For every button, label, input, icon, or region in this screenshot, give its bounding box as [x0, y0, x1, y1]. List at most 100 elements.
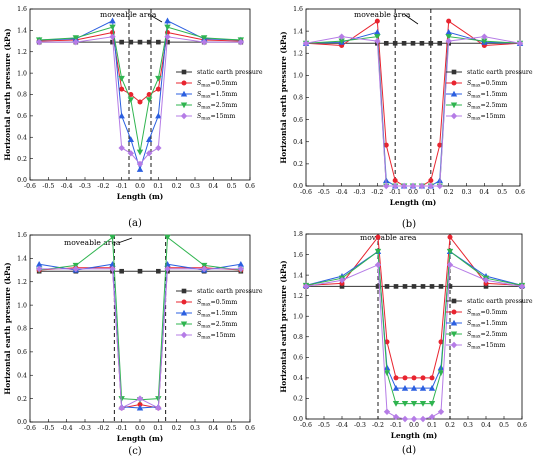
y-tick-label: 1.4: [17, 256, 27, 263]
y-tick-label: 1.6: [293, 6, 303, 13]
y-tick-label: 0.0: [17, 177, 27, 184]
data-point-s15mm: [446, 261, 454, 269]
data-point-s25: [200, 35, 208, 42]
data-point-s15: [445, 29, 452, 35]
data-point-s15mm: [419, 415, 427, 423]
x-tick-label: 0.4: [481, 422, 491, 429]
legend-label-s25: Smax=2.5mm: [197, 102, 237, 111]
data-point-s15mm: [516, 40, 524, 47]
x-tick-label: 0.6: [245, 425, 255, 432]
data-point-s05: [446, 18, 452, 24]
data-point-s05: [137, 99, 143, 105]
data-point-s25: [155, 75, 162, 82]
y-tick-label: 1.6: [17, 232, 27, 239]
y-axis-title: Horizontal earth pressure (kPa): [3, 262, 12, 394]
x-tick-label: 0.1: [427, 422, 437, 429]
x-tick-label: -0.4: [61, 183, 73, 190]
legend-label-s05: Smax=0.5mm: [197, 299, 237, 308]
data-point-static: [411, 284, 417, 289]
legend-label-s25: Smax=2.5mm: [467, 331, 507, 340]
y-tick-label: 1.0: [293, 313, 303, 320]
data-point-s15mm: [302, 40, 310, 47]
x-tick-label: 0.4: [479, 189, 489, 196]
x-tick-label: 0.6: [245, 183, 255, 190]
x-tick-label: -0.3: [354, 422, 366, 429]
legend-label-static: static earth pressure: [197, 288, 263, 295]
data-point-s15mm: [72, 265, 80, 273]
data-point-static: [128, 39, 134, 45]
data-point-s15mm: [145, 150, 153, 157]
x-tick-label: -0.1: [116, 183, 128, 190]
data-point-s15mm: [427, 182, 435, 190]
data-point-s15: [35, 261, 43, 267]
y-tick-label: 1.0: [293, 73, 303, 80]
x-tick-label: -0.5: [318, 189, 330, 196]
data-point-s15: [136, 166, 144, 172]
legend-label-s15mm: Smax=15mm: [467, 113, 505, 122]
data-point-s15mm: [109, 265, 116, 273]
data-point-s15: [401, 384, 409, 391]
legend-marker-s25: [450, 102, 458, 109]
data-point-s05: [137, 401, 143, 407]
legend-label-s15mm: Smax=15mm: [197, 113, 235, 122]
y-tick-label: 0.4: [17, 372, 27, 379]
y-tick-label: 0.0: [293, 416, 303, 423]
legend-label-s15: Smax=1.5mm: [197, 91, 237, 100]
data-point-s15mm: [383, 408, 391, 416]
data-point-s15mm: [118, 404, 125, 412]
data-point-s25: [410, 401, 418, 407]
x-axis-title: Length (m): [117, 192, 164, 201]
data-point-s15: [136, 404, 144, 411]
data-point-s05: [438, 339, 444, 345]
x-tick-label: -0.4: [61, 425, 73, 432]
series-line-s25: [305, 250, 523, 405]
x-tick-label: -0.3: [79, 183, 91, 190]
legend-label-static: static earth pressure: [197, 69, 263, 76]
data-point-s25: [383, 370, 391, 376]
legend-marker-static: [451, 69, 457, 75]
data-point-s25: [136, 149, 144, 156]
data-point-static: [383, 40, 389, 46]
data-point-s15mm: [481, 33, 488, 40]
y-tick-label: 0.2: [293, 161, 303, 168]
data-point-s15mm: [410, 415, 418, 423]
series-line-s25: [305, 36, 521, 187]
x-tick-label: -0.4: [336, 422, 348, 429]
data-point-static: [137, 39, 143, 45]
data-point-s25: [437, 370, 445, 376]
data-point-s15mm: [374, 37, 381, 45]
data-point-static: [392, 40, 398, 46]
data-point-s25: [401, 401, 409, 407]
data-point-s25: [419, 401, 427, 407]
legend-label-s15: Smax=1.5mm: [467, 91, 507, 100]
x-tick-label: 0.4: [208, 425, 218, 432]
data-point-s15mm: [127, 150, 135, 157]
data-point-s05: [429, 375, 435, 381]
legend-marker-s05: [451, 309, 457, 315]
data-point-s25: [374, 34, 381, 40]
chart-panel-3: -0.6 -0.5 -0.4 -0.3 -0.2 -0.1 0.0 0.1 0.2 0.3 0.4 0…: [3, 232, 263, 457]
data-point-s05: [402, 375, 408, 381]
y-tick-label: 0.2: [17, 396, 27, 403]
data-point-s25: [446, 248, 454, 255]
y-tick-label: 1.4: [293, 272, 303, 279]
x-tick-label: 0.1: [426, 189, 436, 196]
y-tick-label: 0.0: [17, 419, 27, 426]
y-tick-label: 1.2: [293, 293, 303, 300]
data-point-s15: [109, 17, 116, 24]
legend-marker-s25: [450, 331, 458, 338]
y-axis-title: Horizontal earth pressure (kPa): [279, 31, 288, 163]
x-tick-label: -0.2: [97, 425, 109, 432]
y-tick-label: 0.0: [293, 183, 303, 190]
data-point-s15mm: [164, 265, 171, 273]
data-point-static: [119, 268, 124, 274]
annotation-pointer: [149, 14, 163, 23]
data-point-s15: [410, 384, 418, 391]
legend: static earth pressure Smax=0.5mm Smax=1.5m…: [176, 69, 263, 122]
legend-label-s15: Smax=1.5mm: [197, 310, 237, 319]
panel-caption: (a): [128, 218, 142, 229]
legend-marker-s15mm: [450, 112, 458, 120]
y-tick-label: 0.6: [17, 349, 27, 356]
x-tick-label: 0.6: [517, 422, 527, 429]
